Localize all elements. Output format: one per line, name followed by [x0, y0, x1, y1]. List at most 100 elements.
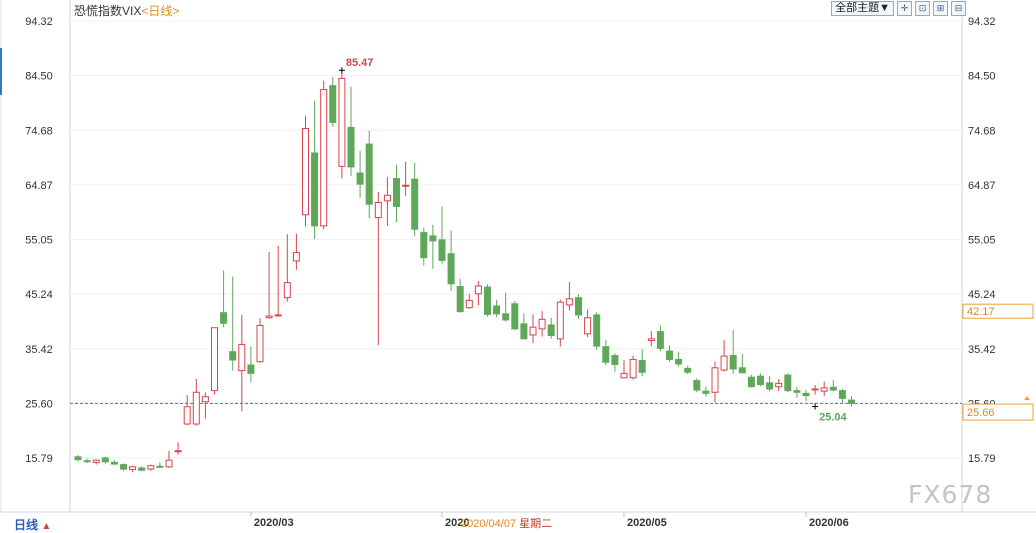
crosshair-weekday: 星期二	[519, 518, 553, 530]
candle-down	[447, 253, 455, 285]
candle-down	[802, 392, 810, 397]
y-tick-label: 25.60	[25, 398, 53, 410]
crosshair-value: 42.17	[967, 306, 995, 318]
instrument-name: 恐慌指数VIX	[74, 4, 142, 18]
candle-down	[101, 457, 109, 463]
candle-down	[484, 286, 491, 315]
y-tick-label: 45.24	[968, 289, 996, 301]
y-tick-label: 15.79	[25, 453, 53, 465]
candle-down	[429, 235, 437, 242]
x-tick-label: 2020/05	[627, 517, 667, 529]
candle-down	[156, 465, 164, 468]
theme-select[interactable]: 全部主题▼	[831, 1, 894, 16]
candle-down	[829, 386, 837, 391]
chart-toolbar: 全部主题▼ ✛ ⊡ ⊞ ⊟	[831, 1, 966, 16]
y-tick-label: 64.87	[968, 180, 996, 192]
candle-up	[265, 315, 273, 319]
theme-select-label: 全部主题	[835, 2, 880, 14]
current-value: 25.66	[967, 407, 995, 419]
candle-down	[638, 360, 646, 373]
x-tick-label: 2020/06	[809, 517, 849, 529]
candle-up	[538, 318, 546, 330]
candle-down	[438, 239, 446, 261]
y-tick-labels-left: 94.32 84.50 74.68 64.87 55.05 45.24 35.42 25.60…	[25, 16, 53, 465]
candle-down	[356, 172, 364, 185]
candle-up	[174, 450, 182, 453]
candle-up	[820, 387, 828, 392]
candle-up	[775, 382, 783, 388]
candle-up	[647, 338, 655, 342]
candle-up	[211, 327, 218, 392]
candle-up	[129, 466, 137, 471]
candle-up	[474, 285, 482, 295]
candle-down	[138, 467, 146, 471]
candle-down	[311, 152, 319, 227]
candle-down	[702, 390, 710, 394]
candle-down	[593, 314, 601, 347]
candle-up	[620, 372, 628, 379]
y-tick-label: 74.68	[968, 125, 996, 137]
y-tick-label: 55.05	[25, 235, 53, 247]
y-tick-label: 74.68	[25, 125, 53, 137]
candle-up	[584, 317, 592, 335]
low-annotation: 25.04	[819, 412, 847, 424]
y-tick-label: 55.05	[968, 235, 996, 247]
candle-down	[729, 355, 737, 370]
zoom-out-icon[interactable]: ⊟	[951, 1, 966, 16]
candle-up	[302, 128, 309, 216]
candle-up	[556, 301, 564, 340]
period-tag[interactable]: <日线>	[141, 4, 180, 18]
candle-up	[201, 396, 209, 403]
candle-down	[784, 374, 792, 392]
candle-up	[92, 459, 100, 463]
candle-down	[511, 303, 519, 330]
current-value-box	[962, 403, 1034, 421]
candle-down	[74, 456, 82, 461]
candle-up	[183, 406, 191, 425]
zoom-in-icon[interactable]: ⊞	[933, 1, 948, 16]
candle-up	[192, 391, 200, 425]
period-switch[interactable]: 日线 ▲	[14, 516, 51, 533]
annotations: 85.47 25.04	[338, 57, 848, 424]
period-switch-label: 日线	[14, 518, 39, 532]
candle-up	[402, 184, 410, 187]
candle-down	[848, 399, 855, 404]
candle-down	[575, 297, 582, 316]
candle-up	[565, 298, 573, 306]
current-value-marker-icon	[1024, 396, 1030, 401]
candle-up	[320, 89, 328, 227]
candle-up	[720, 355, 728, 371]
candles	[74, 70, 855, 472]
y-tick-label: 94.32	[25, 16, 53, 28]
candle-down	[611, 355, 619, 365]
y-tick-label: 84.50	[25, 71, 53, 83]
x-tick-label: 2020/03	[254, 517, 294, 529]
candle-down	[757, 375, 764, 385]
candle-up	[374, 202, 382, 219]
candle-down	[420, 232, 428, 259]
crosshair-icon[interactable]: ✛	[897, 1, 912, 16]
candle-down	[693, 380, 701, 391]
candle-up	[283, 282, 291, 299]
candle-up	[238, 343, 246, 372]
fit-icon[interactable]: ⊡	[915, 1, 930, 16]
candle-up	[465, 299, 473, 309]
candle-up	[529, 326, 537, 336]
candle-up	[165, 459, 173, 468]
candle-up	[292, 252, 300, 262]
candle-down	[502, 313, 510, 321]
crosshair-date-readout: 2020/04/07 星期二	[461, 515, 552, 531]
triangle-up-icon: ▲	[41, 521, 52, 532]
crosshair-date: 2020/04/07	[461, 518, 517, 530]
candle-down	[656, 331, 664, 349]
y-tick-label: 45.24	[25, 289, 53, 301]
candle-down	[229, 351, 237, 361]
y-tick-label: 94.32	[968, 16, 996, 28]
y-tick-label: 64.87	[25, 180, 53, 192]
candle-down	[493, 305, 501, 315]
candle-down	[684, 367, 692, 373]
candle-down	[520, 323, 528, 340]
crosshair-value-box	[962, 303, 1034, 319]
